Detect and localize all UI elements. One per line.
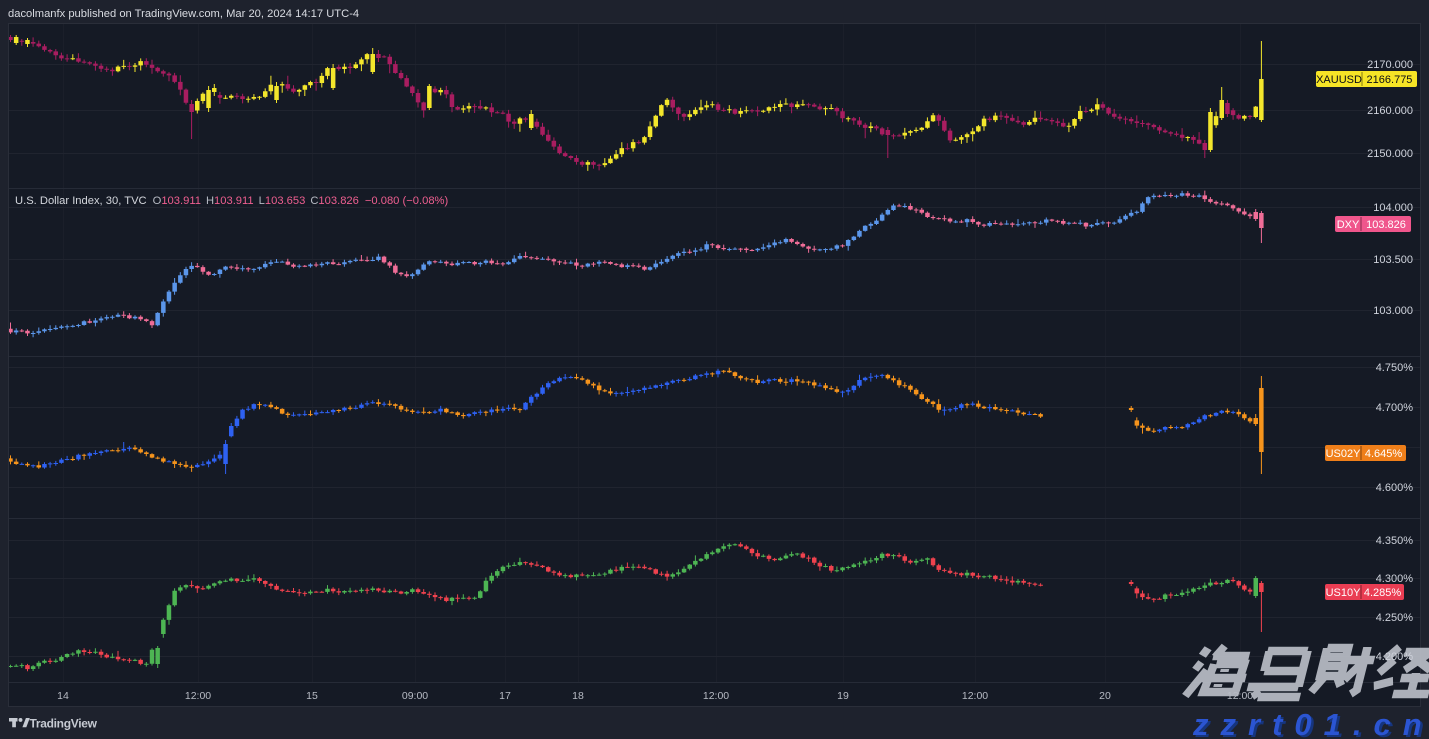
svg-text:17: 17 bbox=[499, 690, 511, 702]
svg-text:4.645%: 4.645% bbox=[1365, 448, 1403, 460]
svg-text:09:00: 09:00 bbox=[402, 690, 428, 702]
svg-text:zzrt01.cn: zzrt01.cn bbox=[1195, 709, 1429, 739]
svg-text:18: 18 bbox=[572, 690, 584, 702]
svg-text:104.000: 104.000 bbox=[1373, 202, 1413, 214]
svg-text:4.750%: 4.750% bbox=[1376, 362, 1414, 374]
svg-text:103.500: 103.500 bbox=[1373, 254, 1413, 266]
svg-text:4.200%: 4.200% bbox=[1376, 651, 1414, 663]
svg-text:XAUUSD: XAUUSD bbox=[1316, 74, 1362, 86]
svg-text:2160.000: 2160.000 bbox=[1367, 105, 1413, 117]
svg-text:US02Y: US02Y bbox=[1326, 448, 1362, 460]
svg-text:103.000: 103.000 bbox=[1373, 305, 1413, 317]
svg-text:2166.775: 2166.775 bbox=[1367, 74, 1413, 86]
svg-text:2150.000: 2150.000 bbox=[1367, 148, 1413, 160]
svg-text:15: 15 bbox=[306, 690, 318, 702]
svg-text:103.826: 103.826 bbox=[1366, 219, 1406, 231]
svg-text:DXY: DXY bbox=[1337, 219, 1360, 231]
svg-text:14: 14 bbox=[57, 690, 69, 702]
svg-text:12:00: 12:00 bbox=[185, 690, 211, 702]
svg-text:dacolmanfx published on Tradin: dacolmanfx published on TradingView.com,… bbox=[8, 8, 359, 20]
svg-text:4.300%: 4.300% bbox=[1376, 573, 1414, 585]
svg-text:4.700%: 4.700% bbox=[1376, 402, 1414, 414]
svg-text:4.285%: 4.285% bbox=[1364, 587, 1402, 599]
svg-text:US10Y: US10Y bbox=[1326, 587, 1362, 599]
svg-text:19: 19 bbox=[837, 690, 849, 702]
svg-text:TradingView: TradingView bbox=[30, 717, 98, 731]
svg-text:4.350%: 4.350% bbox=[1376, 535, 1414, 547]
svg-text:20: 20 bbox=[1099, 690, 1111, 702]
svg-text:zzrt01.cn: zzrt01.cn bbox=[1192, 707, 1429, 739]
svg-text:12:00: 12:00 bbox=[703, 690, 729, 702]
svg-text:2170.000: 2170.000 bbox=[1367, 59, 1413, 71]
svg-text:12:00: 12:00 bbox=[962, 690, 988, 702]
svg-text:4.250%: 4.250% bbox=[1376, 612, 1414, 624]
svg-text:4.600%: 4.600% bbox=[1376, 482, 1414, 494]
svg-text:12:00: 12:00 bbox=[1227, 690, 1253, 702]
